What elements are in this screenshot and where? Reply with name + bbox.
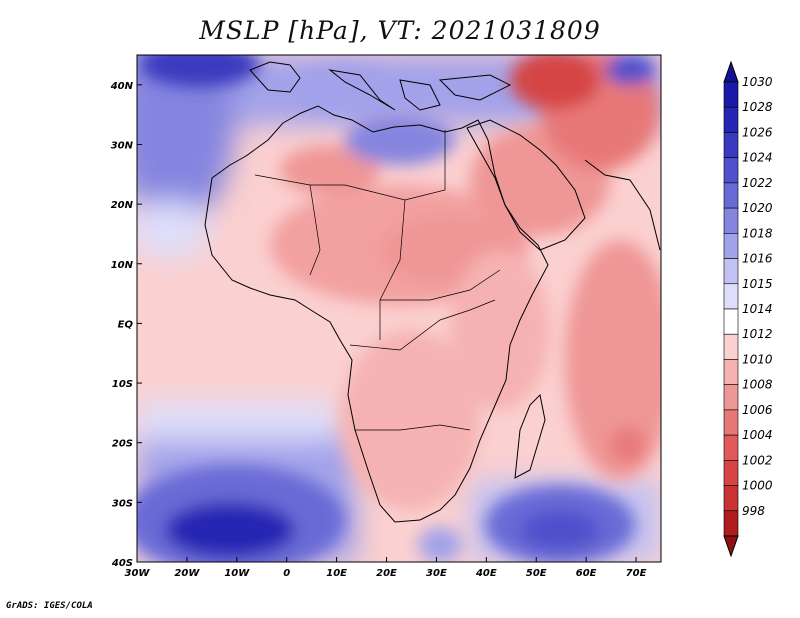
- colorbar-label: 1016: [742, 252, 773, 266]
- colorbar: 1030 1028 1026 1024 1022 1020 1018 1016 1015 1014…: [723, 60, 773, 558]
- field-mediterranean-high: [345, 115, 455, 165]
- colorbar-swatch: [723, 510, 739, 537]
- india-coast: [584, 159, 661, 251]
- colorbar-label: 1008: [742, 378, 773, 392]
- colorbar-label: 1000: [742, 479, 773, 493]
- lat-tick-label: 20S: [112, 439, 133, 450]
- colorbar-swatch: [723, 81, 739, 108]
- country-borders: [254, 130, 501, 431]
- colorbar-label: 1020: [742, 201, 773, 215]
- colorbar-swatch: [723, 182, 739, 209]
- border-equatorial: [380, 269, 501, 301]
- field-atlantic-high-north: [140, 55, 260, 87]
- field-east-africa: [450, 250, 550, 410]
- south-atlantic-edge: [137, 400, 337, 440]
- border-congo: [349, 299, 496, 351]
- lon-tick-label: 0: [283, 568, 290, 579]
- colorbar-swatch: [723, 106, 739, 133]
- colorbar-swatch: [723, 434, 739, 461]
- atlantic-ridge: [137, 55, 235, 230]
- colorbar-swatch: [723, 308, 739, 335]
- atlantic-ridge-edge: [137, 200, 210, 260]
- lat-tick-label: 30N: [111, 140, 134, 151]
- lat-tick-label: 10S: [112, 379, 133, 390]
- map-frame: [136, 54, 662, 563]
- africa-coast: [204, 105, 549, 523]
- field-mascarene-high: [520, 510, 600, 550]
- lon-tick-label: 30W: [125, 568, 151, 579]
- field-st-helena-high: [165, 502, 295, 558]
- colorbar-label: 1028: [742, 100, 773, 114]
- lat-axis: 40N 30N 20N 10N EQ 10S 20S 30S 40S: [110, 81, 142, 569]
- lon-tick-label: 50E: [526, 568, 547, 579]
- colorbar-swatch: [723, 409, 739, 436]
- colorbar-swatch: [723, 233, 739, 259]
- border-central: [379, 199, 406, 340]
- lon-tick-label: 10E: [326, 568, 347, 579]
- coastlines: [204, 61, 661, 523]
- lat-tick-label: 40N: [110, 81, 134, 92]
- lon-tick-label: 60E: [576, 568, 597, 579]
- colorbar-swatch: [723, 333, 739, 360]
- arabian-peninsula-coast: [466, 119, 586, 251]
- colorbar-label: 1024: [742, 151, 773, 165]
- colorbar-label: 1002: [742, 453, 773, 467]
- colorbar-label: 1006: [742, 403, 773, 417]
- lat-tick-label: 30S: [112, 498, 133, 509]
- lon-tick-label: 10W: [224, 568, 250, 579]
- lat-tick-label: 40S: [111, 558, 133, 569]
- colorbar-swatch: [723, 283, 739, 310]
- credit-text: GrADS: IGES/COLA: [6, 601, 93, 611]
- lon-tick-label: 30E: [426, 568, 447, 579]
- colorbar-swatch: [723, 258, 739, 285]
- lon-tick-label: 40E: [475, 568, 497, 579]
- field-caspian-high: [605, 55, 655, 85]
- colorbar-swatch: [723, 207, 739, 234]
- colorbar-swatch: [723, 359, 739, 385]
- iberia-coast: [249, 61, 301, 93]
- italy-coast: [328, 69, 396, 111]
- turkey-coast: [438, 74, 512, 101]
- field-southern-africa: [340, 330, 480, 510]
- mslp-field: [137, 55, 661, 562]
- lon-tick-label: 20E: [376, 568, 397, 579]
- lon-tick-label: 20W: [174, 568, 200, 579]
- colorbar-swatch: [723, 485, 739, 512]
- colorbar-label: 1022: [742, 176, 773, 190]
- colorbar-label: 1012: [742, 327, 773, 341]
- field-indian-ocean-low: [565, 240, 661, 480]
- lon-tick-label: 70E: [626, 568, 647, 579]
- lat-tick-label: 10N: [111, 260, 134, 271]
- field-iran-low: [510, 55, 600, 110]
- colorbar-label: 1015: [742, 277, 773, 291]
- greece-coast: [399, 79, 441, 111]
- map-title: MSLP [hPa], VT: 2021031809: [199, 16, 601, 45]
- field-south-africa-high: [418, 527, 462, 562]
- border-south: [355, 424, 471, 431]
- colorbar-swatch: [723, 460, 739, 486]
- lat-tick-label: 20N: [111, 200, 134, 211]
- colorbar-swatch: [723, 157, 739, 184]
- colorbar-label: 1004: [742, 428, 773, 442]
- lon-axis: 30W 20W 10W 0 10E 20E 30E 40E 50E 60E 70E: [125, 557, 647, 579]
- field-indian-ocean-core: [610, 427, 646, 463]
- lat-tick-label: EQ: [118, 319, 134, 330]
- border-west: [309, 184, 321, 276]
- field-sahara-north: [280, 145, 380, 195]
- colorbar-top-arrow: [723, 60, 739, 83]
- colorbar-label: 1030: [742, 75, 773, 89]
- colorbar-label: 1014: [742, 302, 773, 316]
- colorbar-label: 998: [742, 504, 765, 518]
- colorbar-label: 1010: [742, 352, 773, 366]
- madagascar-coast: [514, 393, 546, 479]
- colorbar-label: 1026: [742, 125, 773, 139]
- colorbar-swatch: [723, 132, 739, 158]
- colorbar-label: 1018: [742, 226, 773, 240]
- colorbar-swatch: [723, 384, 739, 411]
- colorbar-bottom-arrow: [723, 535, 739, 558]
- field-med-west: [295, 65, 395, 115]
